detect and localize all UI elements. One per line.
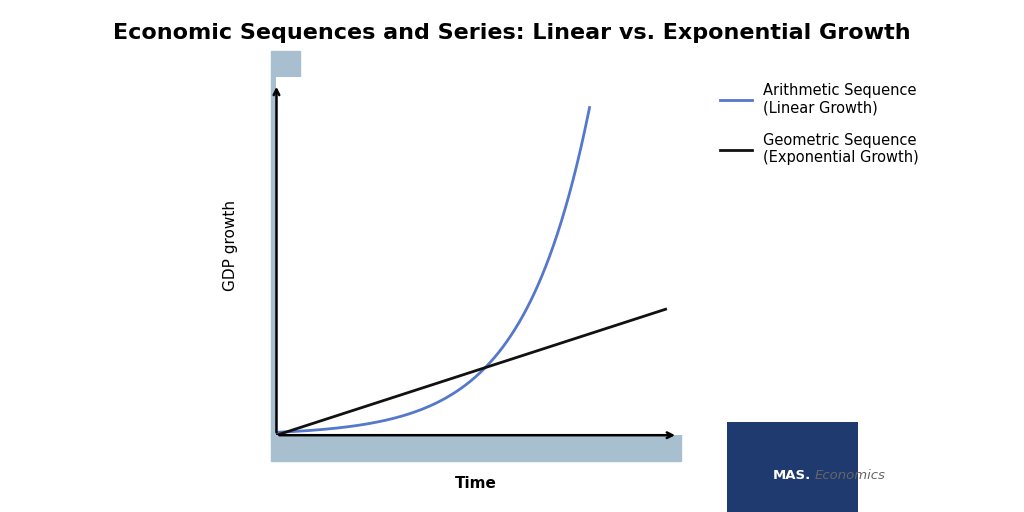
Text: Time: Time bbox=[456, 476, 497, 492]
Text: Economic Sequences and Series: Linear vs. Exponential Growth: Economic Sequences and Series: Linear vs… bbox=[114, 23, 910, 43]
Text: MAS.: MAS. bbox=[773, 468, 811, 482]
Text: GDP growth: GDP growth bbox=[223, 200, 238, 291]
Text: Economics: Economics bbox=[815, 468, 886, 482]
Legend: Arithmetic Sequence
(Linear Growth), Geometric Sequence
(Exponential Growth): Arithmetic Sequence (Linear Growth), Geo… bbox=[714, 77, 925, 171]
